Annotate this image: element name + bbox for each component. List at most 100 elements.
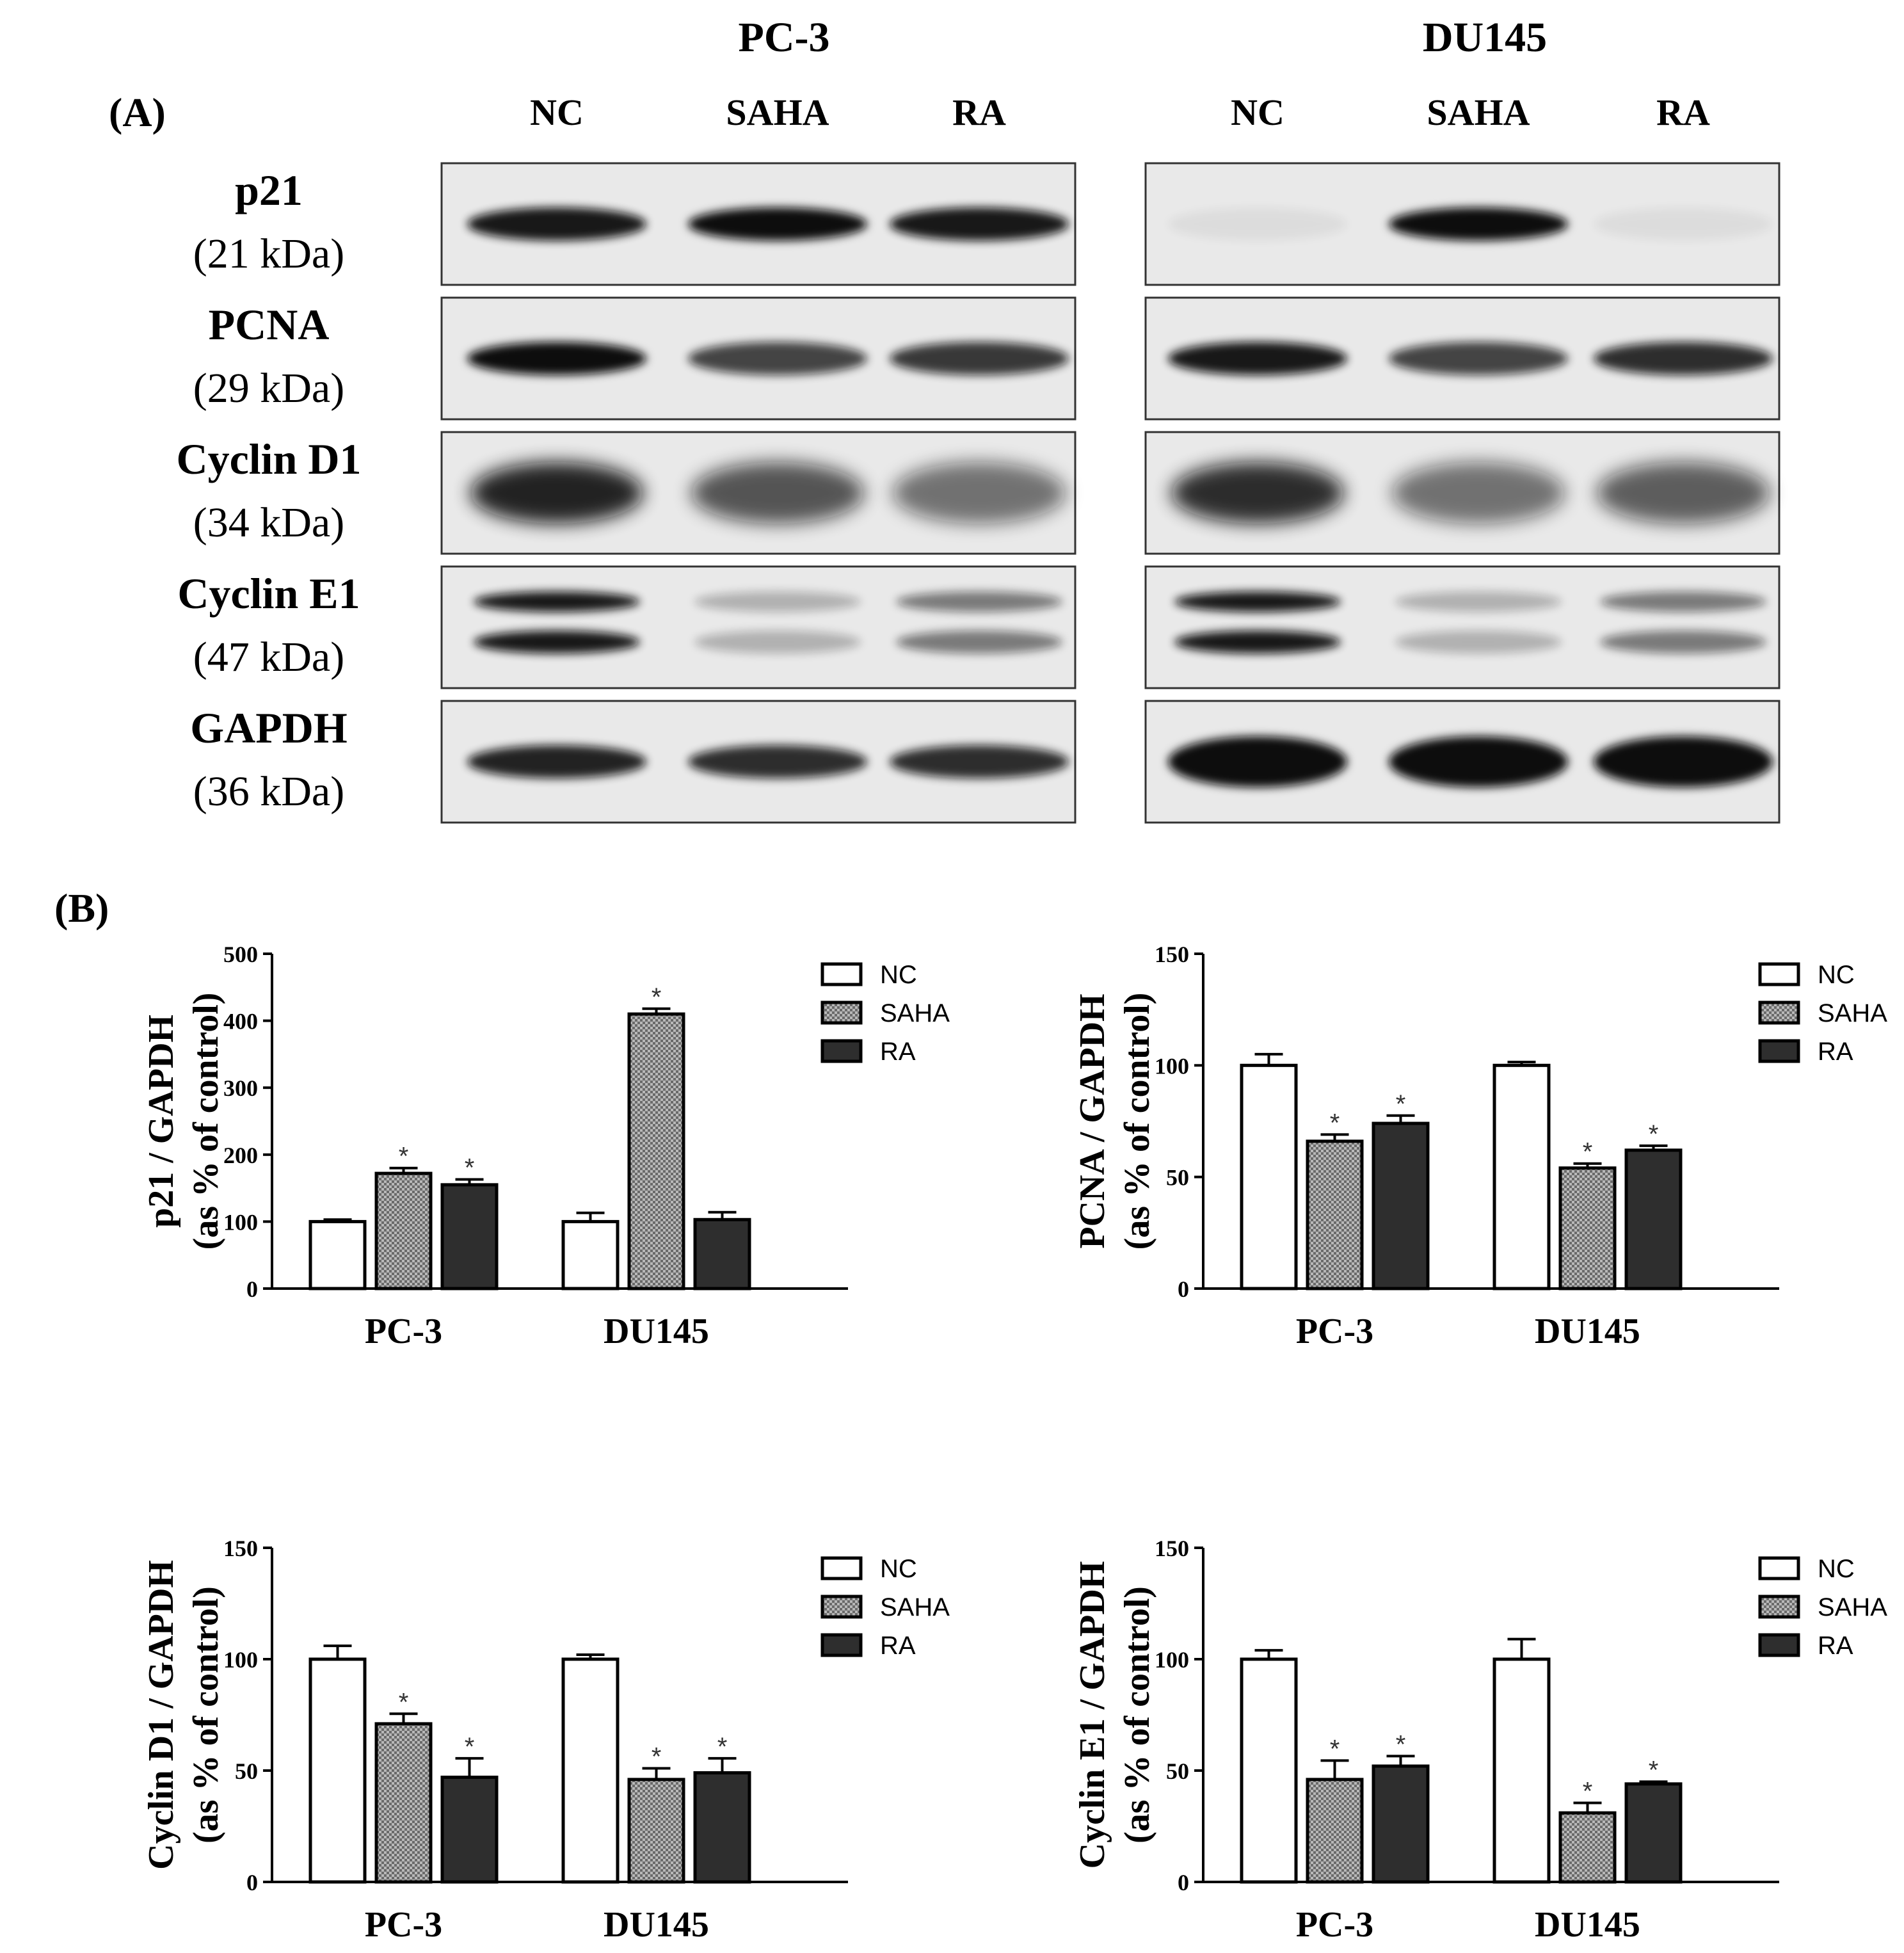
significance-marker: *	[1330, 1109, 1340, 1137]
blot-membrane	[1144, 565, 1780, 689]
blot-band	[474, 591, 640, 612]
legend-label: NC	[880, 961, 917, 989]
y-axis-label: (as % of control)	[1117, 1586, 1157, 1844]
blot-band	[1600, 631, 1766, 654]
y-axis-label: p21 / GAPDH	[141, 1015, 181, 1228]
legend: NC SAHA RA	[820, 961, 950, 1066]
blot-band	[1168, 342, 1347, 375]
bar	[1558, 1166, 1617, 1290]
y-tick-label: 0	[1178, 1276, 1189, 1302]
legend-swatch	[1758, 1556, 1800, 1580]
panel-label-b: (B)	[54, 885, 109, 931]
bar	[561, 1657, 620, 1884]
blot-band	[1597, 462, 1770, 524]
lane-label: SAHA	[726, 92, 829, 133]
blot-membrane	[440, 162, 1076, 286]
protein-label: PCNA	[209, 300, 330, 349]
legend-swatch	[1758, 1039, 1800, 1063]
legend-swatch	[820, 962, 863, 986]
bar	[693, 1771, 751, 1884]
legend-swatch	[820, 1001, 863, 1025]
legend-swatch	[1758, 1001, 1800, 1025]
significance-marker: *	[1649, 1756, 1659, 1784]
x-tick-label: DU145	[1535, 1905, 1640, 1945]
y-tick-label: 400	[223, 1009, 258, 1034]
bar-chart: 0 50 100 150 PCNA / GAPDH (as % of control) * *…	[1073, 942, 1887, 1351]
blot-band	[470, 462, 643, 524]
blot-band	[893, 462, 1066, 524]
y-axis-label: (as % of control)	[186, 1586, 226, 1844]
significance-marker: *	[465, 1154, 475, 1182]
blot-band	[1168, 736, 1347, 787]
bar	[308, 1219, 367, 1290]
legend-label: RA	[880, 1632, 916, 1660]
blot-band	[474, 631, 640, 654]
blot-band	[890, 207, 1069, 241]
legend-label: RA	[1818, 1038, 1853, 1066]
bar	[627, 1778, 685, 1884]
bar	[1624, 1148, 1683, 1290]
blot-band	[694, 631, 861, 654]
blot-band	[1395, 591, 1562, 612]
bar	[1306, 1778, 1364, 1884]
bar	[561, 1219, 620, 1290]
molecular-weight-label: (47 kDa)	[193, 634, 344, 680]
molecular-weight-label: (34 kDa)	[193, 499, 344, 546]
blot-band	[467, 342, 646, 375]
y-axis-label: PCNA / GAPDH	[1073, 993, 1112, 1248]
bar	[627, 1012, 685, 1290]
y-axis-label: Cyclin E1 / GAPDH	[1073, 1561, 1112, 1869]
y-tick-label: 50	[235, 1758, 258, 1784]
y-tick-label: 200	[223, 1143, 258, 1168]
blot-membrane	[1144, 162, 1780, 286]
bar	[1372, 1121, 1430, 1290]
legend: NC SAHA RA	[1758, 1555, 1887, 1660]
bar-chart: 0 50 100 150 Cyclin D1 / GAPDH (as % of contr…	[141, 1536, 950, 1945]
molecular-weight-label: (29 kDa)	[193, 365, 344, 412]
x-tick-label: PC-3	[1296, 1905, 1373, 1945]
significance-marker: *	[652, 1743, 662, 1771]
bar	[440, 1775, 499, 1884]
legend-label: SAHA	[880, 999, 950, 1027]
y-tick-label: 0	[1178, 1870, 1189, 1895]
y-tick-label: 100	[1155, 1053, 1189, 1079]
lane-label: RA	[1656, 92, 1710, 133]
blot-band	[1171, 462, 1344, 524]
significance-marker: *	[652, 983, 662, 1011]
protein-label: GAPDH	[190, 703, 348, 752]
blot-band	[1392, 462, 1565, 524]
lane-label: NC	[1231, 92, 1284, 133]
blot-band	[467, 745, 646, 778]
molecular-weight-label: (36 kDa)	[193, 768, 344, 815]
bar-chart: 0 100 200 300 400 500 p21 / GAPDH (as % of cont…	[141, 942, 950, 1351]
y-tick-label: 100	[1155, 1647, 1189, 1673]
legend-label: SAHA	[880, 1593, 950, 1621]
x-tick-label: PC-3	[365, 1905, 442, 1945]
molecular-weight-label: (21 kDa)	[193, 230, 344, 277]
legend-label: SAHA	[1818, 999, 1887, 1027]
legend-swatch	[820, 1633, 863, 1657]
bar	[374, 1722, 433, 1884]
x-tick-label: PC-3	[365, 1312, 442, 1351]
x-tick-label: DU145	[604, 1312, 709, 1351]
significance-marker: *	[1330, 1735, 1340, 1763]
blot-band	[896, 591, 1062, 612]
lane-label: NC	[530, 92, 584, 133]
blot-band	[1389, 736, 1568, 787]
y-tick-label: 150	[1155, 942, 1189, 967]
cell-line-header: DU145	[1423, 14, 1547, 61]
blot-membrane	[1144, 296, 1780, 421]
y-tick-label: 100	[223, 1647, 258, 1673]
blot-membrane	[1144, 700, 1780, 824]
protein-label: Cyclin D1	[177, 435, 362, 483]
blot-band	[1594, 207, 1773, 241]
legend-label: NC	[1818, 1555, 1855, 1583]
significance-marker: *	[1583, 1138, 1593, 1166]
legend-swatch	[1758, 1595, 1800, 1619]
y-tick-label: 0	[246, 1276, 258, 1302]
blot-membrane	[440, 700, 1076, 824]
bar	[440, 1183, 499, 1290]
y-tick-label: 500	[223, 942, 258, 967]
protein-label: p21	[235, 166, 303, 214]
